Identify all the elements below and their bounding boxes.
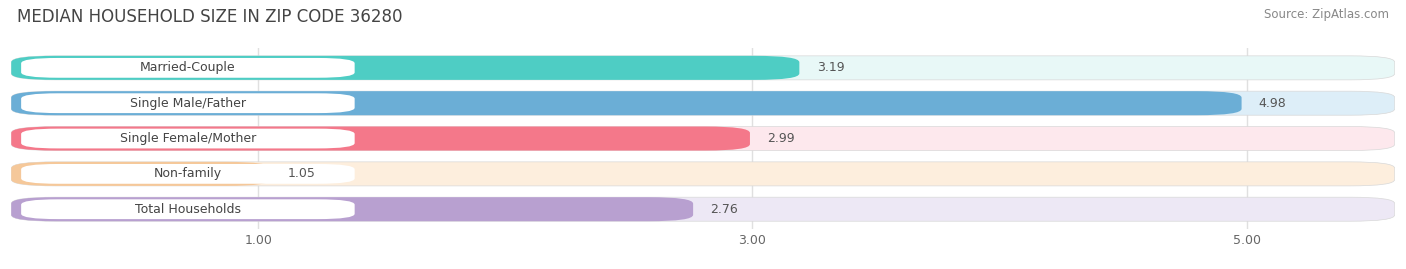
Text: MEDIAN HOUSEHOLD SIZE IN ZIP CODE 36280: MEDIAN HOUSEHOLD SIZE IN ZIP CODE 36280: [17, 8, 402, 26]
Text: Single Male/Father: Single Male/Father: [129, 97, 246, 110]
FancyBboxPatch shape: [11, 91, 1241, 115]
FancyBboxPatch shape: [11, 126, 749, 151]
FancyBboxPatch shape: [11, 91, 1395, 115]
Text: Non-family: Non-family: [153, 167, 222, 180]
Text: 4.98: 4.98: [1258, 97, 1286, 110]
Text: Married-Couple: Married-Couple: [141, 61, 236, 74]
Text: Single Female/Mother: Single Female/Mother: [120, 132, 256, 145]
FancyBboxPatch shape: [21, 58, 354, 78]
FancyBboxPatch shape: [11, 56, 1395, 80]
FancyBboxPatch shape: [11, 162, 1395, 186]
Text: 2.99: 2.99: [768, 132, 794, 145]
FancyBboxPatch shape: [11, 197, 1395, 221]
Text: 2.76: 2.76: [710, 203, 738, 216]
Text: 1.05: 1.05: [288, 167, 316, 180]
Text: Total Households: Total Households: [135, 203, 240, 216]
FancyBboxPatch shape: [21, 164, 354, 184]
FancyBboxPatch shape: [11, 162, 270, 186]
FancyBboxPatch shape: [11, 197, 693, 221]
FancyBboxPatch shape: [21, 129, 354, 148]
FancyBboxPatch shape: [11, 56, 800, 80]
Text: Source: ZipAtlas.com: Source: ZipAtlas.com: [1264, 8, 1389, 21]
FancyBboxPatch shape: [21, 93, 354, 113]
FancyBboxPatch shape: [11, 126, 1395, 151]
FancyBboxPatch shape: [21, 199, 354, 219]
Text: 3.19: 3.19: [817, 61, 844, 74]
